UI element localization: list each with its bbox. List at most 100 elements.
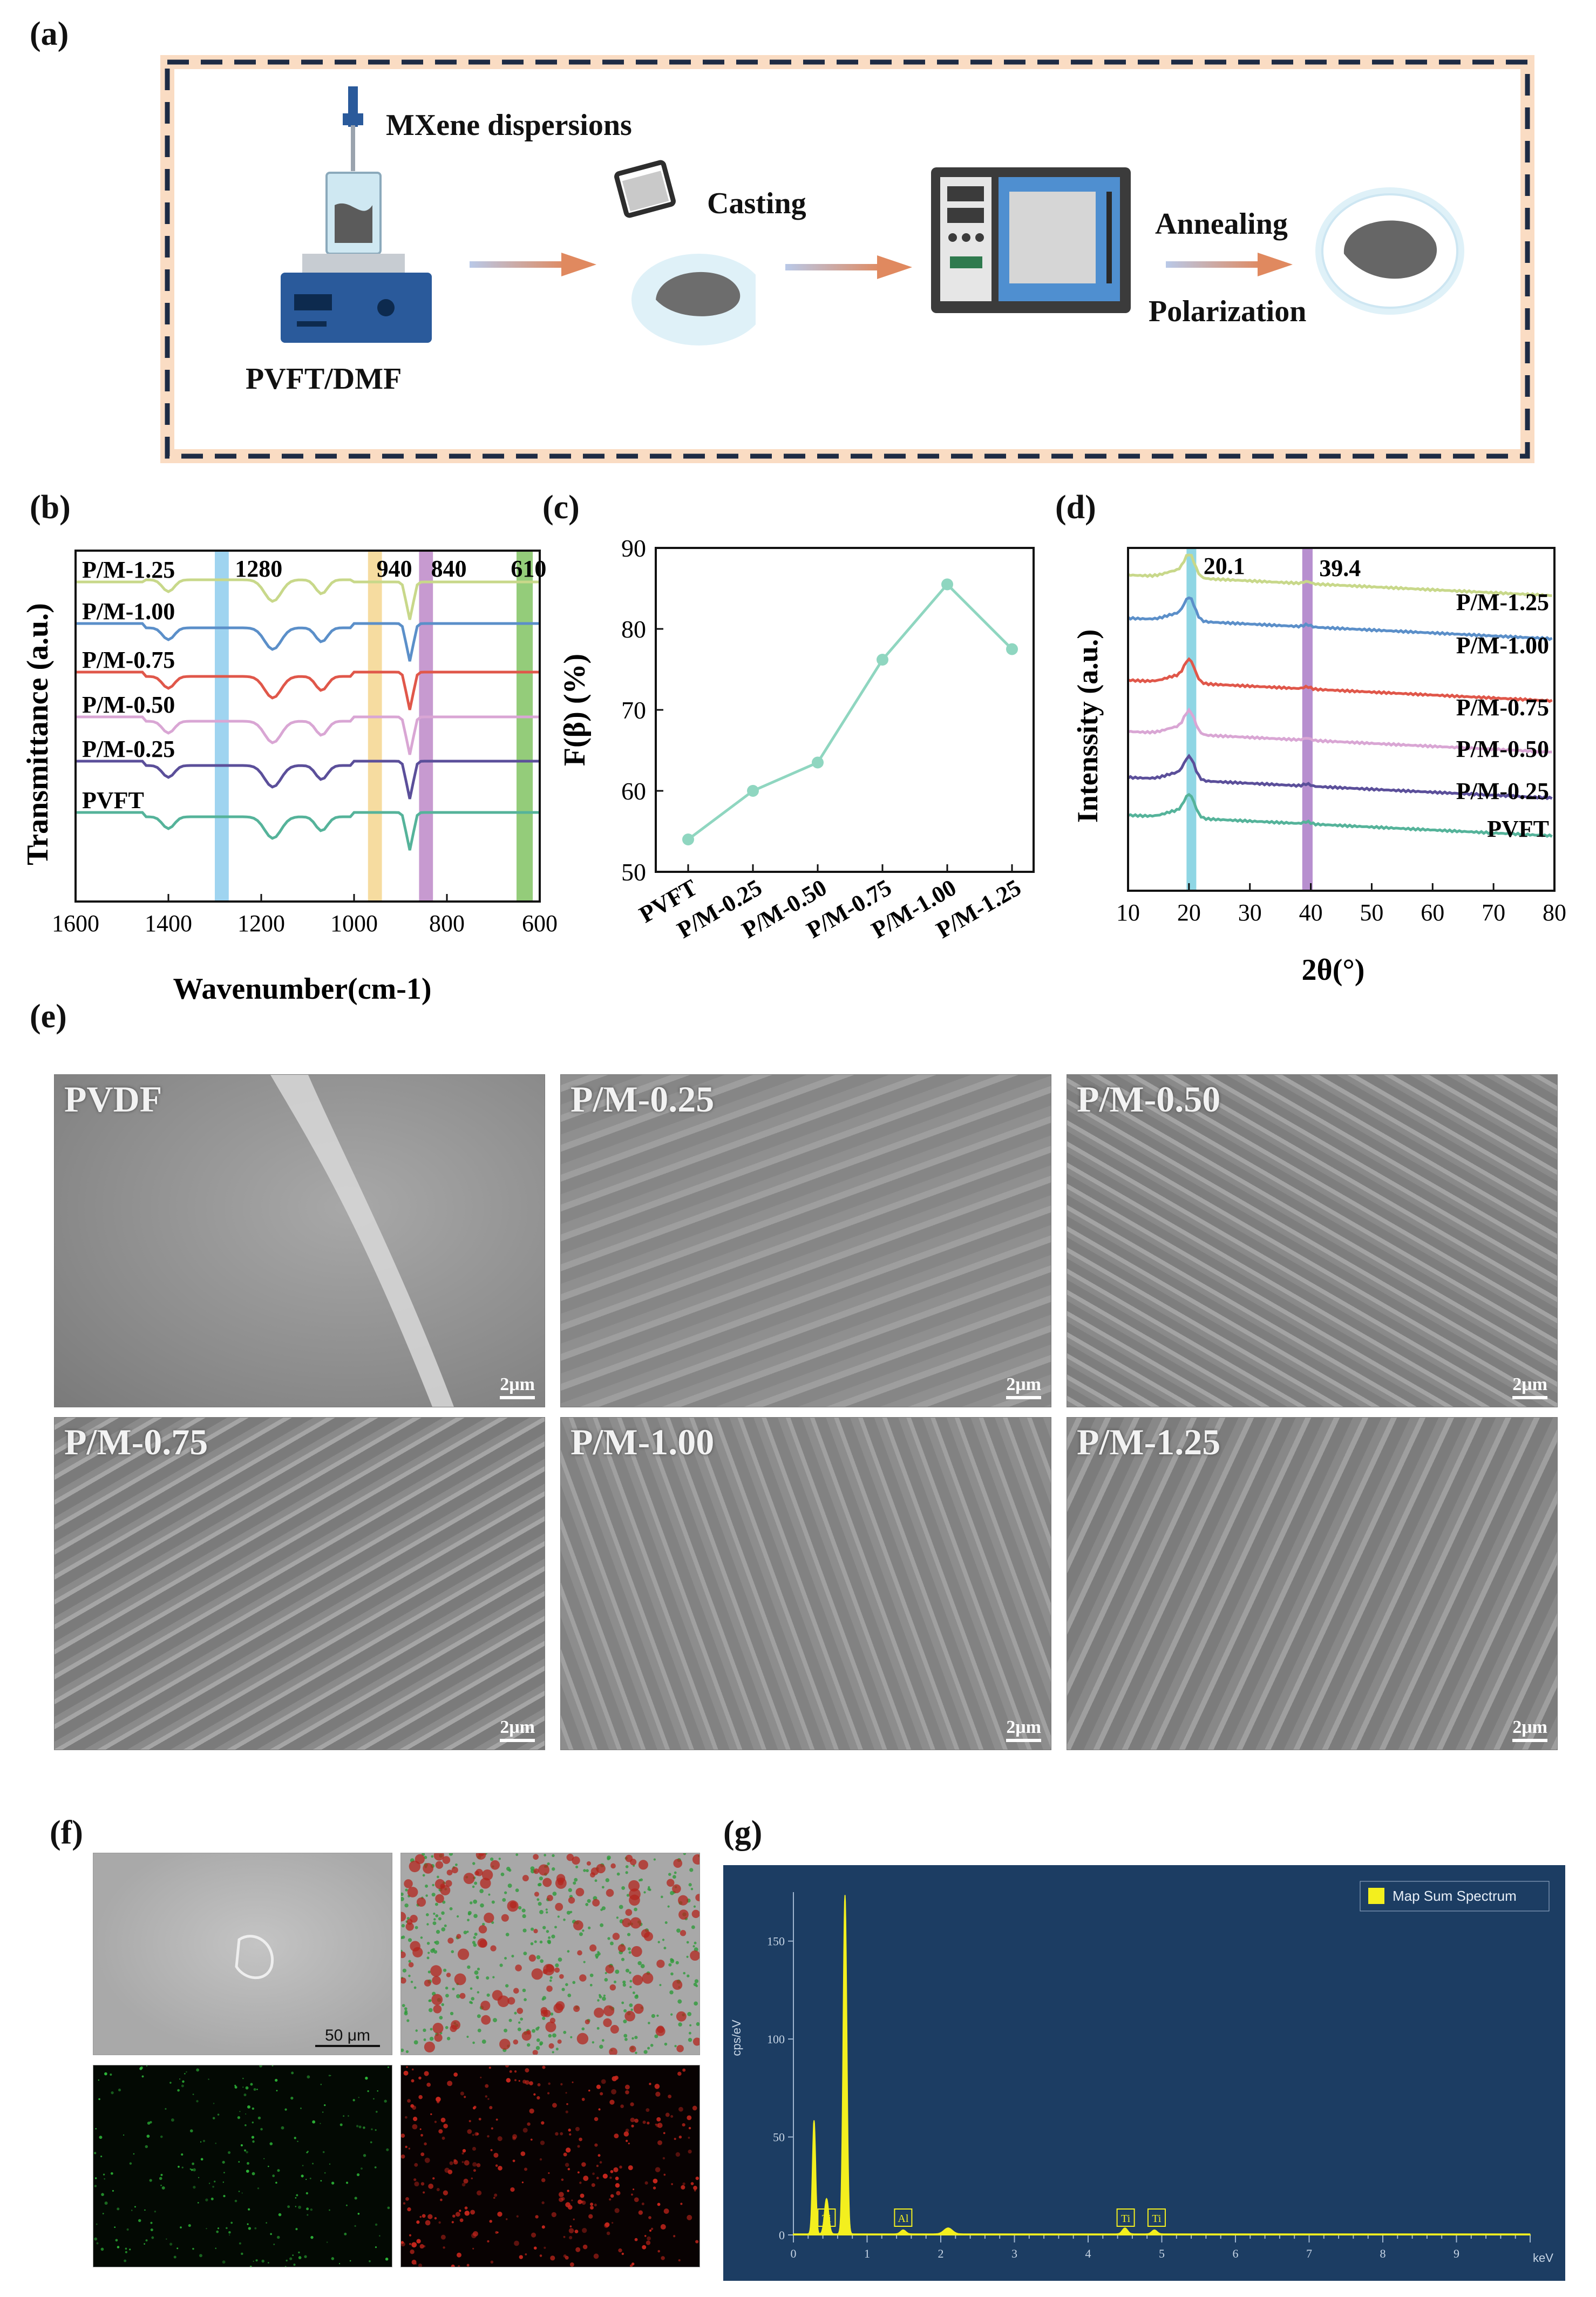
xrd-x-tick: 20 <box>1177 899 1201 926</box>
ftir-x-tick: 1400 <box>145 910 192 937</box>
eds-legend-label: Map Sum Spectrum <box>1393 1888 1517 1904</box>
panel-label-e: (e) <box>30 998 67 1035</box>
ftir-band-label: 610 <box>511 555 546 582</box>
sem-image-pm-100: P/M-1.00 2μm <box>560 1417 1051 1750</box>
casting-illustration <box>614 160 756 345</box>
xrd-series-label: P/M-0.25 <box>1456 778 1549 804</box>
ftir-x-tick: 1000 <box>330 910 378 937</box>
xrd-x-tick: 50 <box>1360 899 1383 926</box>
eds-overlay-map <box>400 1853 700 2055</box>
f-beta-data-point <box>1006 643 1018 655</box>
panel-label-c: (c) <box>542 489 580 526</box>
ftir-x-tick: 800 <box>429 910 465 937</box>
ftir-chart: 1600 1400 1200 1000 800 600 1280 940 840 610 P/M-… <box>22 550 558 1006</box>
f-beta-y-axis-title: F(β) (%) <box>558 654 592 766</box>
ftir-series-line <box>76 670 540 710</box>
polarization-label: Polarization <box>1149 295 1307 328</box>
mxene-dispersions-label: MXene dispersions <box>386 109 632 142</box>
eds-spectrum-trace <box>793 1895 1531 2235</box>
scale-bar: 2μm <box>1512 1374 1547 1399</box>
xrd-x-tick: 10 <box>1116 899 1140 926</box>
sem-image-pm-075: P/M-0.75 2μm <box>54 1417 545 1750</box>
eds-x-unit: keV <box>1533 2251 1553 2265</box>
ftir-band-label: 940 <box>377 555 412 582</box>
eds-peak-label: Ti <box>1121 2213 1131 2225</box>
ftir-y-axis-title: Transmittance (a.u.) <box>22 603 55 865</box>
ftir-band-610 <box>517 551 533 902</box>
ftir-series-line <box>76 622 540 662</box>
stirrer-beaker-illustration <box>281 86 432 343</box>
annealing-label: Annealing <box>1155 207 1288 241</box>
xrd-peak-label: 20.1 <box>1204 553 1245 579</box>
casting-label: Casting <box>707 187 806 220</box>
ftir-band-840 <box>419 551 433 902</box>
polarized-film-illustration <box>1315 187 1464 315</box>
eds-peak-label: Al <box>898 2213 908 2225</box>
f-beta-data-point <box>747 785 759 797</box>
ftir-series-label: P/M-1.25 <box>82 557 175 583</box>
eds-y-tick: 50 <box>773 2131 785 2144</box>
f-beta-y-tick: 90 <box>621 534 646 562</box>
panel-label-g: (g) <box>723 1814 763 1851</box>
scale-bar: 2μm <box>500 1717 535 1742</box>
f-beta-y-tick: 70 <box>621 696 646 724</box>
xrd-peak-label: 39.4 <box>1319 555 1361 581</box>
ftir-series-line <box>76 760 540 799</box>
process-arrow-1 <box>470 253 596 276</box>
pvft-dmf-label: PVFT/DMF <box>246 362 402 396</box>
xrd-x-tick: 70 <box>1482 899 1505 926</box>
ftir-series-label: P/M-1.00 <box>82 598 175 625</box>
sem-caption: P/M-0.25 <box>571 1079 715 1120</box>
f-beta-data-point <box>877 654 888 666</box>
xrd-series-label: P/M-0.75 <box>1456 694 1549 721</box>
eds-x-tick: 1 <box>864 2247 870 2260</box>
xrd-chart: 10 20 30 40 50 60 70 80 20.1 39.4 P/M-1.25 P/M-1.0… <box>1071 547 1566 987</box>
f-beta-y-tick: 50 <box>621 858 646 886</box>
ftir-band-label: 840 <box>431 555 467 582</box>
ftir-band-1280 <box>215 551 229 902</box>
sem-caption: P/M-1.25 <box>1077 1421 1221 1462</box>
xrd-x-tick: 40 <box>1299 899 1323 926</box>
eds-x-tick: 7 <box>1306 2247 1312 2260</box>
sem-image-pm-125: P/M-1.25 2μm <box>1067 1417 1558 1750</box>
ftir-band-label: 1280 <box>235 555 282 582</box>
panel-label-a: (a) <box>30 16 69 52</box>
f-beta-y-tick: 80 <box>621 615 646 643</box>
eds-scale-bar: 50 μm <box>315 2027 380 2047</box>
ftir-series-label: PVFT <box>82 787 144 814</box>
eds-y-tick: 100 <box>767 2032 785 2046</box>
ftir-band-940 <box>368 551 382 902</box>
eds-x-tick: 8 <box>1380 2247 1386 2260</box>
xrd-x-tick: 30 <box>1238 899 1262 926</box>
xrd-series-line <box>1128 707 1552 754</box>
xrd-series-label: PVFT <box>1487 816 1549 842</box>
scale-bar: 2μm <box>1006 1717 1041 1742</box>
xrd-series-line <box>1127 553 1552 598</box>
panel-label-b: (b) <box>30 489 71 526</box>
xrd-series-label: P/M-1.25 <box>1456 589 1549 615</box>
sem-caption: PVDF <box>64 1079 162 1120</box>
sem-image-pm-025: P/M-0.25 2μm <box>560 1074 1051 1407</box>
process-arrow-3 <box>1166 253 1293 276</box>
process-arrow-2 <box>785 255 912 279</box>
sem-image-pm-050: P/M-0.50 2μm <box>1067 1074 1558 1407</box>
ftir-series-label: P/M-0.25 <box>82 736 175 762</box>
oven-illustration <box>931 167 1131 313</box>
ftir-x-axis-title: Wavenumber(cm-1) <box>173 972 431 1006</box>
sem-caption: P/M-0.75 <box>64 1421 208 1462</box>
xrd-series-line <box>1127 754 1553 801</box>
ftir-series-label: P/M-0.75 <box>82 647 175 673</box>
eds-x-tick: 9 <box>1454 2247 1459 2260</box>
panel-label-f: (f) <box>50 1814 83 1851</box>
eds-sem-image: 50 μm <box>93 1853 392 2055</box>
sem-caption: P/M-0.50 <box>1077 1079 1221 1120</box>
sem-caption: P/M-1.00 <box>571 1421 715 1462</box>
eds-y-tick: 150 <box>767 1935 785 1948</box>
xrd-series-label: P/M-1.00 <box>1456 632 1549 659</box>
xrd-series-line <box>1128 792 1553 838</box>
schematic-frame <box>160 55 1534 463</box>
ftir-x-tick: 1600 <box>52 910 99 937</box>
eds-red-element-map <box>400 2065 700 2267</box>
f-beta-chart: 5060708090PVFTP/M-0.25P/M-0.50P/M-0.75P/… <box>558 534 1035 944</box>
eds-x-tick: 4 <box>1085 2247 1091 2260</box>
